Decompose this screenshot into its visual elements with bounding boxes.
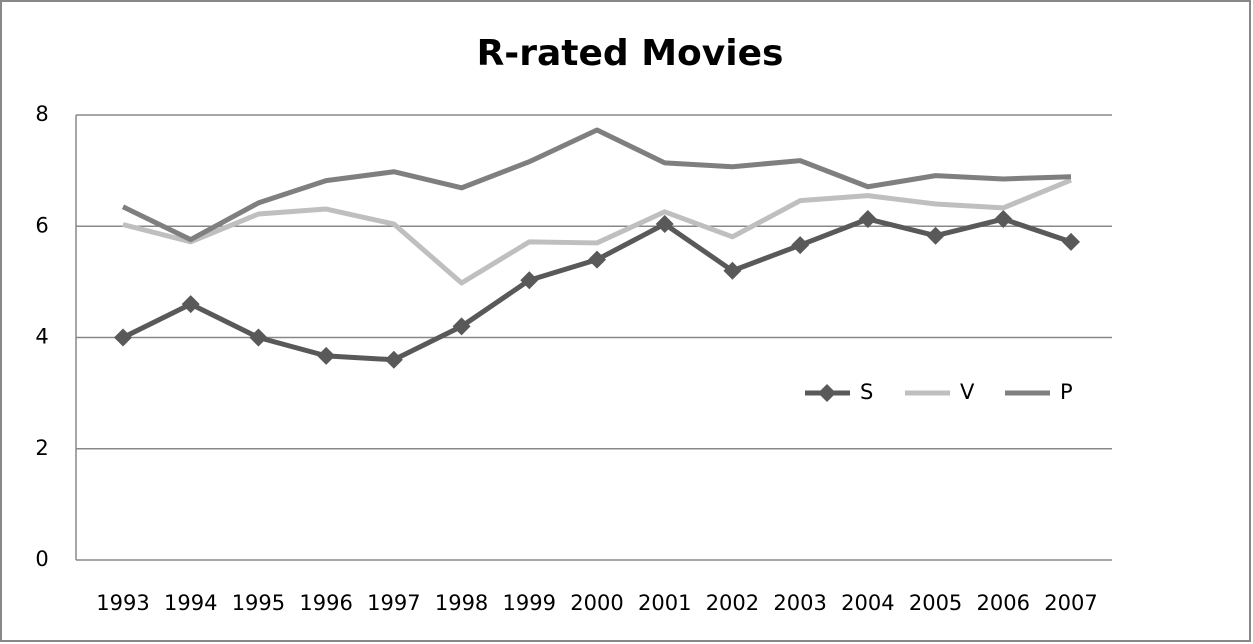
series-line — [122, 177, 1072, 286]
y-tick-label: 2 — [35, 436, 48, 460]
x-tick-label: 1995 — [232, 591, 285, 615]
x-tick-label: 2003 — [773, 591, 826, 615]
x-tick-label: 2002 — [706, 591, 759, 615]
x-tick-label: 2006 — [977, 591, 1030, 615]
point-marker — [114, 328, 132, 347]
point-marker — [1062, 232, 1080, 251]
x-tick-label: 1996 — [299, 591, 352, 615]
x-tick-label: 2005 — [909, 591, 962, 615]
chart-title: R-rated Movies — [477, 33, 784, 74]
series-line — [121, 127, 1072, 243]
point-marker — [858, 210, 877, 229]
point-marker — [994, 210, 1013, 229]
point-marker — [249, 328, 268, 347]
point-marker — [181, 295, 200, 314]
y-tick-label: 4 — [35, 325, 48, 349]
point-marker — [520, 271, 539, 290]
point-marker — [926, 226, 945, 245]
point-marker — [384, 350, 403, 369]
legend-marker — [818, 384, 836, 402]
point-marker — [655, 215, 674, 234]
x-tick-label: 1993 — [96, 591, 149, 615]
y-tick-label: 8 — [35, 102, 48, 126]
x-tick-label: 2001 — [638, 591, 691, 615]
point-marker — [791, 236, 810, 255]
point-marker — [723, 261, 742, 280]
x-tick-label: 1998 — [435, 591, 488, 615]
legend-label: S — [860, 380, 873, 404]
legend-label: V — [960, 380, 975, 404]
legend-label: P — [1060, 380, 1073, 404]
x-tick-label: 2007 — [1044, 591, 1097, 615]
x-tick-label: 2004 — [841, 591, 894, 615]
y-tick-label: 0 — [35, 547, 48, 571]
x-tick-label: 1994 — [164, 591, 217, 615]
point-marker — [317, 346, 336, 365]
x-tick-label: 1997 — [367, 591, 420, 615]
x-tick-label: 2000 — [570, 591, 623, 615]
x-tick-label: 1999 — [503, 591, 556, 615]
point-marker — [588, 250, 606, 269]
point-marker — [452, 317, 471, 336]
y-tick-label: 6 — [35, 213, 48, 237]
